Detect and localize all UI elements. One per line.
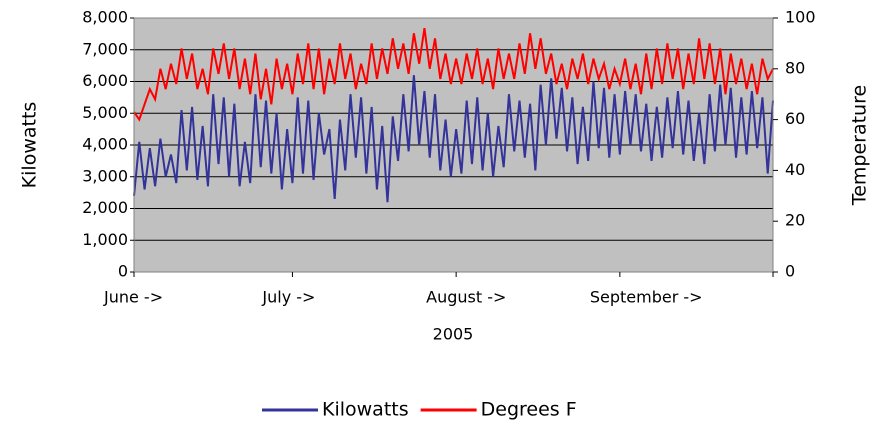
x-tick-label: July -> — [261, 288, 315, 307]
y2-axis-title: Temperature — [849, 85, 871, 206]
y-tick-label: 5,000 — [82, 103, 128, 122]
y-tick-label: 1,000 — [82, 230, 128, 249]
y-tick-label: 0 — [118, 262, 128, 281]
y2-tick-label: 20 — [785, 211, 805, 230]
y-tick-label: 2,000 — [82, 198, 128, 217]
series-line — [133, 75, 774, 203]
y-tick-label: 7,000 — [82, 39, 128, 58]
y-tick-label: 6,000 — [82, 71, 128, 90]
x-tick-label: August -> — [426, 288, 506, 307]
y2-tick-label: 60 — [785, 109, 805, 128]
y2-tick-label: 0 — [785, 262, 795, 281]
y-axis-title: Kilowatts — [19, 102, 41, 189]
legend-label: Degrees F — [481, 399, 577, 421]
y-tick-label: 8,000 — [82, 8, 128, 27]
y-tick-label: 3,000 — [82, 166, 128, 185]
legend-label: Kilowatts — [322, 399, 409, 421]
x-tick-label: June -> — [103, 288, 163, 307]
y2-tick-label: 40 — [785, 160, 805, 179]
y2-tick-label: 80 — [785, 58, 805, 77]
y2-tick-label: 100 — [785, 8, 816, 27]
x-axis-title: 2005 — [433, 325, 474, 344]
x-tick-label: September -> — [590, 288, 703, 307]
series-line — [133, 28, 774, 122]
y-tick-label: 4,000 — [82, 135, 128, 154]
